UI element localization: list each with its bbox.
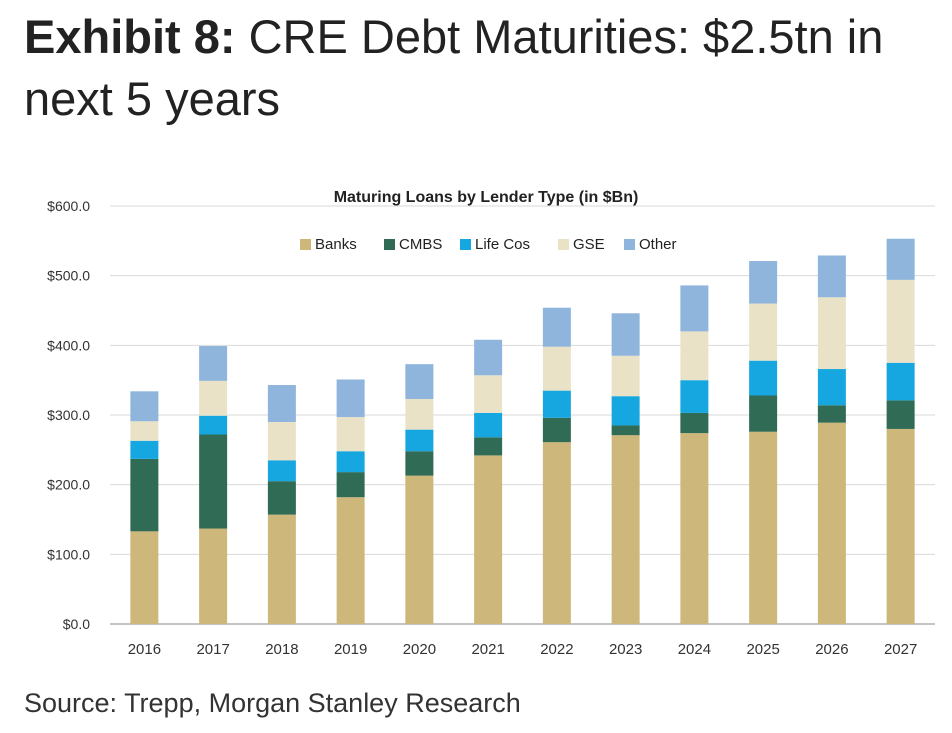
bar-segment bbox=[405, 475, 434, 624]
bar-segment bbox=[336, 451, 365, 473]
bar-segment bbox=[680, 412, 709, 434]
x-tick-label: 2023 bbox=[609, 641, 642, 658]
x-tick-label: 2027 bbox=[884, 641, 917, 658]
bar-segment bbox=[336, 417, 365, 452]
bar-segment bbox=[199, 434, 228, 529]
y-tick-label: $600.0 bbox=[47, 198, 90, 214]
legend-swatch bbox=[300, 239, 311, 250]
y-tick-label: $500.0 bbox=[47, 268, 90, 284]
bar-segment bbox=[267, 460, 296, 482]
bar-segment bbox=[680, 285, 709, 332]
stacked-bar-chart: $0.0 $100.0 $200.0 $300.0 $400.0 $500.0 $600.0… bbox=[47, 189, 935, 658]
legend-label: Banks bbox=[315, 236, 357, 253]
bar-segment bbox=[611, 435, 640, 624]
bar-segment bbox=[886, 279, 915, 363]
bar-segment bbox=[405, 398, 434, 430]
x-tick-label: 2019 bbox=[334, 641, 367, 658]
chart-container: $0.0 $100.0 $200.0 $300.0 $400.0 $500.0 $600.0… bbox=[0, 170, 952, 670]
x-tick-label: 2018 bbox=[265, 641, 298, 658]
bar-segment bbox=[130, 440, 159, 459]
bar-segment bbox=[474, 375, 503, 413]
bar-segment bbox=[817, 369, 846, 406]
bar-segment bbox=[474, 412, 503, 438]
chart-title: Maturing Loans by Lender Type (in $Bn) bbox=[334, 189, 639, 206]
legend-label: Other bbox=[639, 236, 677, 253]
bar-segment bbox=[542, 346, 571, 391]
bar-segment bbox=[680, 380, 709, 413]
legend-swatch bbox=[384, 239, 395, 250]
bar-segment bbox=[542, 442, 571, 624]
bar-segment bbox=[130, 531, 159, 624]
bar-segment bbox=[336, 379, 365, 418]
bar-segment bbox=[199, 415, 228, 435]
x-tick-label: 2025 bbox=[746, 641, 779, 658]
bar-segment bbox=[749, 303, 778, 361]
legend-swatch bbox=[558, 239, 569, 250]
bar-segment bbox=[405, 364, 434, 399]
legend-label: CMBS bbox=[399, 236, 442, 253]
legend-swatch bbox=[460, 239, 471, 250]
y-tick-label: $400.0 bbox=[47, 337, 90, 353]
bar-segment bbox=[130, 391, 159, 422]
x-tick-label: 2022 bbox=[540, 641, 573, 658]
bar-segment bbox=[886, 238, 915, 280]
bar-segment bbox=[886, 400, 915, 429]
bar-segment bbox=[749, 431, 778, 624]
bar-segment bbox=[817, 297, 846, 370]
bar-segment bbox=[267, 514, 296, 624]
bar-segment bbox=[199, 528, 228, 624]
exhibit-number: Exhibit 8: bbox=[24, 10, 236, 63]
bar-segment bbox=[474, 339, 503, 376]
bar-segment bbox=[611, 396, 640, 426]
x-tick-label: 2024 bbox=[678, 641, 711, 658]
bar-segment bbox=[611, 425, 640, 436]
legend-swatch bbox=[624, 239, 635, 250]
bar-segment bbox=[474, 437, 503, 456]
legend-label: GSE bbox=[573, 236, 605, 253]
y-tick-label: $0.0 bbox=[63, 616, 90, 632]
x-tick-label: 2020 bbox=[403, 641, 436, 658]
y-tick-label: $200.0 bbox=[47, 477, 90, 493]
source-note: Source: Trepp, Morgan Stanley Research bbox=[24, 688, 521, 718]
bar-segment bbox=[886, 362, 915, 401]
legend-label: Life Cos bbox=[475, 236, 530, 253]
bar-segment bbox=[749, 395, 778, 432]
bar-segment bbox=[817, 422, 846, 624]
x-tick-label: 2016 bbox=[128, 641, 161, 658]
exhibit-title: Exhibit 8: CRE Debt Maturities: $2.5tn i… bbox=[24, 6, 934, 130]
bar-segment bbox=[267, 481, 296, 515]
bar-segment bbox=[405, 429, 434, 452]
bar-segment bbox=[405, 451, 434, 476]
bar-segment bbox=[817, 255, 846, 298]
x-tick-label: 2026 bbox=[815, 641, 848, 658]
bar-segment bbox=[542, 307, 571, 347]
bar-segment bbox=[199, 346, 228, 381]
bar-segment bbox=[336, 472, 365, 498]
bar-segment bbox=[267, 385, 296, 422]
bar-segment bbox=[542, 417, 571, 443]
bar-segment bbox=[199, 380, 228, 416]
y-tick-label: $100.0 bbox=[47, 546, 90, 562]
x-tick-label: 2017 bbox=[196, 641, 229, 658]
bar-segment bbox=[680, 433, 709, 624]
bar-segment bbox=[749, 360, 778, 396]
bar-segment bbox=[130, 458, 159, 532]
bar-segment bbox=[130, 421, 159, 441]
bar-segment bbox=[336, 497, 365, 624]
exhibit-headline: CRE Debt Maturities: $2.5tn in next 5 ye… bbox=[24, 10, 884, 125]
x-tick-label: 2021 bbox=[471, 641, 504, 658]
bar-segment bbox=[886, 428, 915, 624]
bar-segment bbox=[749, 261, 778, 304]
bar-segment bbox=[817, 405, 846, 423]
bar-segment bbox=[611, 355, 640, 397]
bar-segment bbox=[267, 421, 296, 461]
bar-segment bbox=[611, 313, 640, 356]
y-tick-label: $300.0 bbox=[47, 407, 90, 423]
bar-segment bbox=[542, 390, 571, 418]
bar-segment bbox=[680, 331, 709, 381]
bar-segment bbox=[474, 455, 503, 624]
